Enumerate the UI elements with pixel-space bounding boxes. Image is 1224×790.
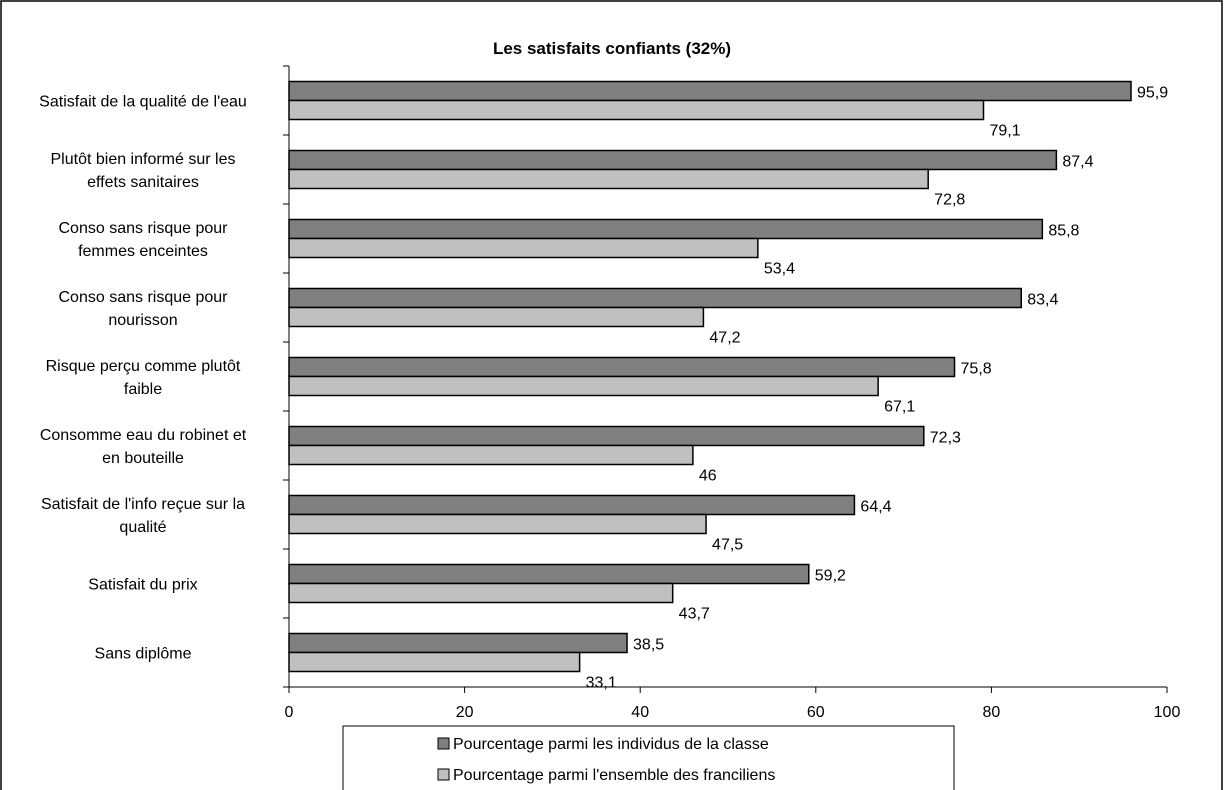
category-label-line: femmes enceintes <box>78 243 208 260</box>
category-label-line: Conso sans risque pour <box>59 220 229 237</box>
bar-ensemble <box>288 375 879 397</box>
data-label: 64,4 <box>860 499 891 516</box>
plot-area: 0 20 40 60 80 100 95,9 79,1 Satisfait de la qual… <box>39 65 1181 721</box>
data-label: 53,4 <box>764 261 795 278</box>
category-label: Satisfait de la qualité de l'eau <box>39 94 247 111</box>
category-group: 59,2 43,7 Satisfait du prix <box>88 563 846 623</box>
data-label: 72,3 <box>930 430 961 447</box>
bar-ensemble <box>288 651 581 673</box>
category-group: 38,5 33,1 Sans diplôme <box>95 632 664 692</box>
category-label: Risque perçu comme plutôt faible <box>46 358 241 398</box>
bar-classe <box>288 356 956 378</box>
data-label: 87,4 <box>1062 154 1093 171</box>
category-label-line: Sans diplôme <box>95 646 192 663</box>
data-label: 67,1 <box>884 399 915 416</box>
category-label: Satisfait de l'info reçue sur la qualité <box>41 496 245 536</box>
category-label-line: Satisfait du prix <box>88 577 197 594</box>
category-label: Satisfait du prix <box>88 577 197 594</box>
bar-classe <box>288 80 1132 102</box>
category-label-line: effets sanitaires <box>87 174 199 191</box>
bar-ensemble <box>288 306 705 328</box>
category-label-line: en bouteille <box>102 450 184 467</box>
legend-swatch <box>437 737 450 750</box>
bar-classe <box>288 149 1058 171</box>
bar-ensemble <box>288 513 707 535</box>
data-label: 85,8 <box>1048 223 1079 240</box>
bar-classe <box>288 218 1044 240</box>
data-label: 33,1 <box>586 675 617 692</box>
x-tick-label: 0 <box>285 704 294 721</box>
bar-ensemble <box>288 168 929 190</box>
data-label: 46 <box>699 468 717 485</box>
chart-title: Les satisfaits confiants (32%) <box>493 39 731 58</box>
category-label: Sans diplôme <box>95 646 192 663</box>
legend: Pourcentage parmi les individus de la cl… <box>342 725 955 790</box>
bar-classe <box>288 494 856 516</box>
category-label-line: Plutôt bien informé sur les <box>51 151 236 168</box>
x-tick-label: 60 <box>807 704 825 721</box>
data-label: 59,2 <box>815 568 846 585</box>
category-label: Plutôt bien informé sur les effets sanita… <box>51 151 236 191</box>
bar-ensemble <box>288 582 674 604</box>
bar-ensemble <box>288 99 985 121</box>
legend-swatch <box>437 768 450 781</box>
bar-ensemble <box>288 237 759 259</box>
data-label: 47,5 <box>712 537 743 554</box>
bar-classe <box>288 563 810 585</box>
x-tick-label: 100 <box>1154 704 1181 721</box>
category-label-line: Consomme eau du robinet et <box>40 427 247 444</box>
category-group: 95,9 79,1 Satisfait de la qualité de l'eau <box>39 80 1168 140</box>
data-label: 79,1 <box>989 123 1020 140</box>
x-tick-label: 80 <box>983 704 1001 721</box>
data-label: 38,5 <box>633 637 664 654</box>
category-label-line: nourisson <box>108 312 177 329</box>
x-tick-label: 20 <box>456 704 474 721</box>
x-tick-label: 40 <box>631 704 649 721</box>
data-label: 75,8 <box>961 361 992 378</box>
category-label-line: qualité <box>119 519 166 536</box>
category-label-line: Conso sans risque pour <box>59 289 229 306</box>
category-group: 87,4 72,8 Plutôt bien informé sur les effet… <box>51 149 1094 209</box>
category-label: Conso sans risque pour nourisson <box>59 289 229 329</box>
data-label: 72,8 <box>934 192 965 209</box>
category-label-line: Risque perçu comme plutôt <box>46 358 241 375</box>
category-group: 83,4 47,2 Conso sans risque pour nourisson <box>59 287 1058 347</box>
category-group: 75,8 67,1 Risque perçu comme plutôt faible <box>46 356 992 416</box>
category-label: Consomme eau du robinet et en bouteille <box>40 427 247 467</box>
category-group: 72,3 46 Consomme eau du robinet et en boute… <box>40 425 961 485</box>
bar-classe <box>288 632 628 654</box>
category-group: 85,8 53,4 Conso sans risque pour femmes enc… <box>59 218 1080 278</box>
category-group: 64,4 47,5 Satisfait de l'info reçue sur la… <box>41 494 892 554</box>
category-label-line: Satisfait de l'info reçue sur la <box>41 496 245 513</box>
data-label: 83,4 <box>1027 292 1058 309</box>
bar-classe <box>288 425 925 447</box>
category-label: Conso sans risque pour femmes enceintes <box>59 220 229 260</box>
category-label-line: faible <box>124 381 162 398</box>
legend-label: Pourcentage parmi les individus de la cl… <box>453 736 769 753</box>
bar-classe <box>288 287 1023 309</box>
data-label: 47,2 <box>709 330 740 347</box>
category-label-line: Satisfait de la qualité de l'eau <box>39 94 247 111</box>
legend-label: Pourcentage parmi l'ensemble des francil… <box>453 767 775 784</box>
data-label: 95,9 <box>1137 85 1168 102</box>
data-label: 43,7 <box>679 606 710 623</box>
bar-ensemble <box>288 444 694 466</box>
